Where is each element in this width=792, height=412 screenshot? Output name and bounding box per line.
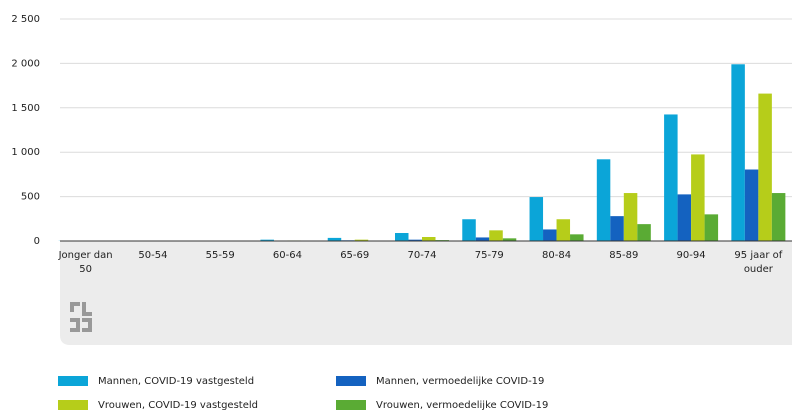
x-tick-label-box: 95 jaar of ouder <box>734 250 783 275</box>
bar <box>327 237 342 241</box>
bar <box>462 219 476 241</box>
bar <box>704 214 719 241</box>
bar <box>489 230 503 241</box>
bar <box>502 238 517 241</box>
x-tick-label: 80-84 <box>542 250 572 261</box>
bar <box>677 194 692 241</box>
bar <box>637 224 651 241</box>
bar <box>408 239 422 241</box>
x-tick-label-box: 85-89 <box>609 250 639 261</box>
bar <box>623 193 638 241</box>
bar <box>771 193 786 241</box>
x-tick-label: 90-94 <box>676 250 706 261</box>
y-tick-label: 0 <box>34 236 40 247</box>
x-tick-label: 75-79 <box>474 250 504 261</box>
legend-swatch <box>58 376 88 386</box>
x-tick-label: 95 jaar of ouder <box>734 250 783 275</box>
bar <box>475 237 490 241</box>
bar <box>570 234 584 241</box>
bar <box>758 93 772 241</box>
y-tick-label: 500 <box>21 192 40 203</box>
bar <box>422 237 436 241</box>
x-tick-label-box: 80-84 <box>542 250 572 261</box>
bar <box>731 64 745 242</box>
x-tick-label: 85-89 <box>609 250 639 261</box>
x-tick-label: 55-59 <box>205 250 235 261</box>
x-tick-label-box: 90-94 <box>676 250 706 261</box>
legend-label: Vrouwen, vermoedelijke COVID-19 <box>376 400 548 411</box>
x-tick-label: 65-69 <box>340 250 370 261</box>
legend-swatch <box>336 376 366 386</box>
y-tick-label: 1 500 <box>11 103 40 114</box>
legend-swatch <box>336 400 366 410</box>
bar <box>744 169 759 241</box>
bar <box>691 154 705 241</box>
bar <box>596 159 611 241</box>
legend-label: Mannen, COVID-19 vastgesteld <box>98 376 254 387</box>
x-tick-label-box: 70-74 <box>407 250 437 261</box>
legend-label: Mannen, vermoedelijke COVID-19 <box>376 376 544 387</box>
x-tick-label: 50-54 <box>138 250 168 261</box>
bar <box>529 197 544 241</box>
x-tick-label: Jonger dan 50 <box>58 250 113 275</box>
cbs-logo <box>70 302 92 332</box>
x-tick-label-box: 75-79 <box>474 250 504 261</box>
bar <box>664 114 678 241</box>
y-tick-label: 2 500 <box>11 14 40 25</box>
x-tick-label: 70-74 <box>407 250 437 261</box>
bar <box>260 239 274 241</box>
x-tick-label-box: 55-59 <box>205 250 235 261</box>
legend-label: Vrouwen, COVID-19 vastgesteld <box>98 400 258 411</box>
bar <box>543 229 557 241</box>
x-tick-label-box: 60-64 <box>272 250 302 261</box>
bar <box>395 233 409 241</box>
x-tick-label-box: 65-69 <box>340 250 370 261</box>
x-tick-label-box: 50-54 <box>138 250 168 261</box>
y-tick-label: 2 000 <box>11 58 40 69</box>
y-tick-label: 1 000 <box>11 147 40 158</box>
bar <box>354 239 369 241</box>
x-tick-label: 60-64 <box>272 250 302 261</box>
bar <box>610 216 624 241</box>
legend-swatch <box>58 400 88 410</box>
label-panel <box>60 241 792 345</box>
bar <box>556 219 571 241</box>
x-tick-label-box: Jonger dan 50 <box>58 250 113 275</box>
